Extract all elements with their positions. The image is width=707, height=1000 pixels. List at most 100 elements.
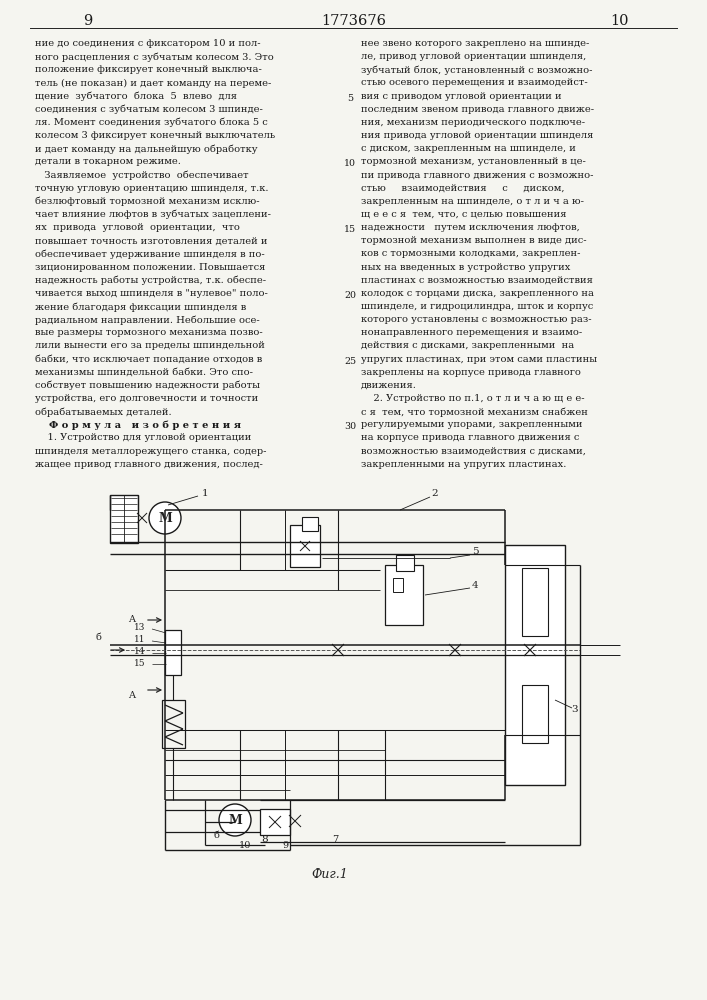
Text: 25: 25	[344, 357, 356, 366]
Text: которого установлены с возможностью раз-: которого установлены с возможностью раз-	[361, 315, 592, 324]
Text: щение  зубчатого  блока  5  влево  для: щение зубчатого блока 5 влево для	[35, 92, 237, 101]
Text: тель (не показан) и дает команду на переме-: тель (не показан) и дает команду на пере…	[35, 78, 271, 88]
Text: зубчатый блок, установленный с возможно-: зубчатый блок, установленный с возможно-	[361, 65, 592, 75]
Text: 9: 9	[83, 14, 93, 28]
Bar	[522, 685, 548, 743]
Text: ных на введенных в устройство упругих: ных на введенных в устройство упругих	[361, 263, 571, 272]
Text: 2: 2	[432, 488, 438, 497]
Bar	[165, 630, 181, 675]
Text: стью осевого перемещения и взаимодейст-: стью осевого перемещения и взаимодейст-	[361, 78, 588, 87]
Text: устройства, его долговечности и точности: устройства, его долговечности и точности	[35, 394, 258, 403]
Text: 13: 13	[134, 622, 146, 632]
Text: нее звено которого закреплено на шпинде-: нее звено которого закреплено на шпинде-	[361, 39, 590, 48]
Text: Заявляемое  устройство  обеспечивает: Заявляемое устройство обеспечивает	[35, 170, 249, 180]
Text: 20: 20	[344, 291, 356, 300]
Text: 7: 7	[332, 836, 338, 844]
Text: колодок с торцами диска, закрепленного на: колодок с торцами диска, закрепленного н…	[361, 289, 594, 298]
Text: нонаправленного перемещения и взаимо-: нонаправленного перемещения и взаимо-	[361, 328, 583, 337]
Text: ного расцепления с зубчатым колесом 3. Это: ного расцепления с зубчатым колесом 3. Э…	[35, 52, 274, 62]
Text: повышает точность изготовления деталей и: повышает точность изготовления деталей и	[35, 236, 267, 245]
Text: ния привода угловой ориентации шпинделя: ния привода угловой ориентации шпинделя	[361, 131, 593, 140]
Bar	[396, 555, 414, 571]
Text: стью     взаимодействия     с     диском,: стью взаимодействия с диском,	[361, 184, 564, 193]
Text: соединения с зубчатым колесом 3 шпинде-: соединения с зубчатым колесом 3 шпинде-	[35, 105, 263, 114]
Text: 1: 1	[201, 488, 209, 497]
Text: A: A	[129, 615, 136, 624]
Text: 10: 10	[239, 840, 251, 850]
Text: и дает команду на дальнейшую обработку: и дает команду на дальнейшую обработку	[35, 144, 257, 154]
Text: 1773676: 1773676	[321, 14, 386, 28]
Text: б: б	[95, 634, 101, 643]
Text: вия с приводом угловой ориентации и: вия с приводом угловой ориентации и	[361, 92, 561, 101]
Text: упругих пластинах, при этом сами пластины: упругих пластинах, при этом сами пластин…	[361, 355, 597, 364]
Text: с я  тем, что тормозной механизм снабжен: с я тем, что тормозной механизм снабжен	[361, 407, 588, 417]
Text: тормозной механизм выполнен в виде дис-: тормозной механизм выполнен в виде дис-	[361, 236, 587, 245]
Bar	[393, 578, 403, 592]
Text: закреплены на корпусе привода главного: закреплены на корпусе привода главного	[361, 368, 581, 377]
Text: Ф о р м у л а   и з о б р е т е н и я: Ф о р м у л а и з о б р е т е н и я	[35, 420, 241, 430]
Text: вые размеры тормозного механизма позво-: вые размеры тормозного механизма позво-	[35, 328, 263, 337]
Text: собствует повышению надежности работы: собствует повышению надежности работы	[35, 381, 260, 390]
Bar	[260, 809, 290, 835]
Bar	[385, 565, 423, 625]
Text: жение благодаря фиксации шпинделя в: жение благодаря фиксации шпинделя в	[35, 302, 246, 312]
Text: движения.: движения.	[361, 381, 417, 390]
Bar	[110, 495, 138, 543]
Text: М: М	[158, 512, 172, 524]
Text: ние до соединения с фиксатором 10 и пол-: ние до соединения с фиксатором 10 и пол-	[35, 39, 261, 48]
Text: ния, механизм периодического подключе-: ния, механизм периодического подключе-	[361, 118, 585, 127]
Text: зиционированном положении. Повышается: зиционированном положении. Повышается	[35, 263, 265, 272]
Bar	[302, 517, 318, 531]
Text: 10: 10	[344, 159, 356, 168]
Text: Фиг.1: Фиг.1	[312, 868, 349, 881]
Text: обрабатываемых деталей.: обрабатываемых деталей.	[35, 407, 172, 417]
Text: 5: 5	[347, 94, 353, 103]
Bar	[290, 525, 320, 567]
Text: щ е е с я  тем, что, с целью повышения: щ е е с я тем, что, с целью повышения	[361, 210, 566, 219]
Bar	[162, 700, 185, 748]
Text: пластинах с возможностью взаимодействия: пластинах с возможностью взаимодействия	[361, 276, 593, 285]
Text: жащее привод главного движения, послед-: жащее привод главного движения, послед-	[35, 460, 263, 469]
Text: детали в токарном режиме.: детали в токарном режиме.	[35, 157, 181, 166]
Circle shape	[149, 502, 181, 534]
Text: 5: 5	[472, 548, 479, 556]
Text: 30: 30	[344, 422, 356, 431]
Text: 14: 14	[134, 648, 146, 656]
Text: последним звеном привода главного движе-: последним звеном привода главного движе-	[361, 105, 594, 114]
Text: с диском, закрепленным на шпинделе, и: с диском, закрепленным на шпинделе, и	[361, 144, 576, 153]
Bar	[505, 545, 565, 785]
Text: 15: 15	[134, 660, 146, 668]
Text: точную угловую ориентацию шпинделя, т.к.: точную угловую ориентацию шпинделя, т.к.	[35, 184, 269, 193]
Text: закрепленными на упругих пластинах.: закрепленными на упругих пластинах.	[361, 460, 566, 469]
Text: лили вынести его за пределы шпиндельной: лили вынести его за пределы шпиндельной	[35, 341, 265, 350]
Text: б: б	[213, 830, 219, 840]
Text: закрепленным на шпинделе, о т л и ч а ю-: закрепленным на шпинделе, о т л и ч а ю-	[361, 197, 584, 206]
Text: механизмы шпиндельной бабки. Это спо-: механизмы шпиндельной бабки. Это спо-	[35, 368, 253, 377]
Text: чает влияние люфтов в зубчатых зацеплени-: чает влияние люфтов в зубчатых зацеплени…	[35, 210, 271, 219]
Text: тормозной механизм, установленный в це-: тормозной механизм, установленный в це-	[361, 157, 586, 166]
Text: положение фиксирует конечный выключа-: положение фиксирует конечный выключа-	[35, 65, 262, 74]
Text: 2. Устройство по п.1, о т л и ч а ю щ е е-: 2. Устройство по п.1, о т л и ч а ю щ е …	[361, 394, 585, 403]
Text: М: М	[228, 814, 242, 826]
Text: ля. Момент соединения зубчатого блока 5 с: ля. Момент соединения зубчатого блока 5 …	[35, 118, 268, 127]
Text: A: A	[129, 690, 136, 700]
Text: радиальном направлении. Небольшие осе-: радиальном направлении. Небольшие осе-	[35, 315, 259, 325]
Text: шпинделе, и гидроцилиндра, шток и корпус: шпинделе, и гидроцилиндра, шток и корпус	[361, 302, 593, 311]
Text: регулируемыми упорами, закрепленными: регулируемыми упорами, закрепленными	[361, 420, 583, 429]
Text: 10: 10	[609, 14, 629, 28]
Text: чивается выход шпинделя в "нулевое" поло-: чивается выход шпинделя в "нулевое" поло…	[35, 289, 268, 298]
Text: безлюфтовый тормозной механизм исклю-: безлюфтовый тормозной механизм исклю-	[35, 197, 259, 206]
Text: обеспечивает удерживание шпинделя в по-: обеспечивает удерживание шпинделя в по-	[35, 249, 264, 259]
Text: возможностью взаимодействия с дисками,: возможностью взаимодействия с дисками,	[361, 447, 586, 456]
Text: надежности   путем исключения люфтов,: надежности путем исключения люфтов,	[361, 223, 580, 232]
Text: надежность работы устройства, т.к. обеспе-: надежность работы устройства, т.к. обесп…	[35, 276, 266, 285]
Text: ков с тормозными колодками, закреплен-: ков с тормозными колодками, закреплен-	[361, 249, 580, 258]
Text: 8: 8	[262, 836, 269, 844]
Text: 1. Устройство для угловой ориентации: 1. Устройство для угловой ориентации	[35, 434, 252, 442]
Text: 15: 15	[344, 225, 356, 234]
Text: 11: 11	[134, 635, 146, 644]
Text: шпинделя металлорежущего станка, содер-: шпинделя металлорежущего станка, содер-	[35, 447, 267, 456]
Text: ях  привода  угловой  ориентации,  что: ях привода угловой ориентации, что	[35, 223, 240, 232]
Text: 4: 4	[472, 580, 479, 589]
Text: пи привода главного движения с возможно-: пи привода главного движения с возможно-	[361, 170, 593, 180]
